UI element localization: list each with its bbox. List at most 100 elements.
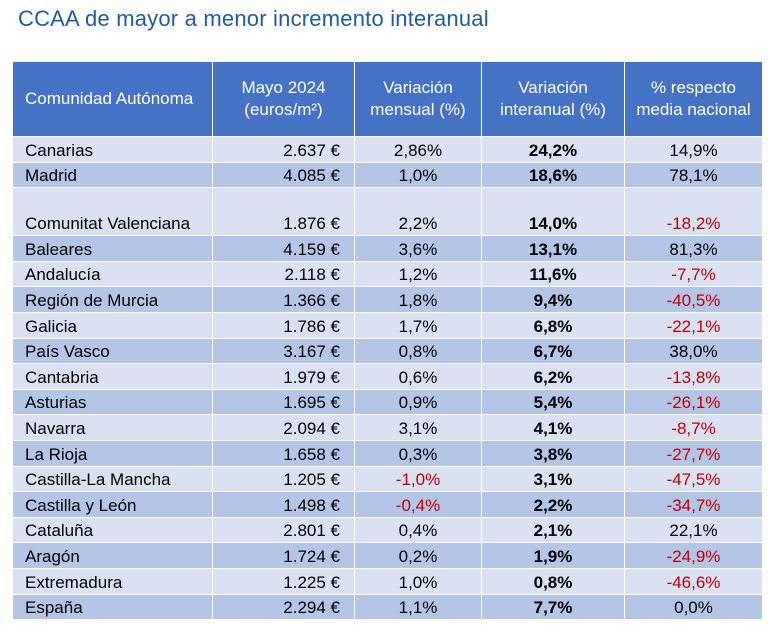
table-row: Madrid 4.085 €1,0% 18,6% 78,1% <box>12 161 763 189</box>
row-price-cell: 2.094 € <box>212 414 355 441</box>
row-price-cell: 2.801 € <box>212 516 355 544</box>
row-yoy-cell: 3,8% <box>481 439 625 467</box>
row-yoy-cell: 6,8% <box>481 311 625 339</box>
row-yoy-cell: 2,2% <box>481 491 625 518</box>
row-monthly-cell: 0,2% <box>354 542 482 569</box>
table-row: España 2.294 €1,1% 7,7% 0,0% <box>12 593 763 621</box>
table-row: Navarra 2.094 €3,1% 4,1% -8,7% <box>12 414 763 441</box>
row-price-cell: 4.159 € <box>212 235 355 262</box>
row-yoy-cell: 6,2% <box>481 363 625 390</box>
row-yoy-cell: 6,7% <box>481 337 625 365</box>
row-vs-national-cell: -13,8% <box>624 363 763 390</box>
row-monthly-cell: 2,86% <box>354 136 482 163</box>
header-price: Mayo 2024 (euros/m²) <box>212 61 355 137</box>
row-vs-national-cell: -26,1% <box>624 388 763 416</box>
row-yoy-cell: 3,1% <box>481 465 625 493</box>
table-row: Castilla y León 1.498 € -0,4% 2,2% -34,7% <box>12 491 763 518</box>
row-price-cell: 3.167 € <box>212 337 355 365</box>
row-vs-national-cell: 38,0% <box>624 337 763 365</box>
row-price-cell: 1.205 € <box>212 465 355 493</box>
row-monthly-cell: 1,0% <box>354 567 482 595</box>
row-yoy-cell: 14,0% <box>481 187 625 237</box>
row-name-cell: Cataluña <box>12 516 213 544</box>
row-monthly-cell: 2,2% <box>354 187 482 237</box>
row-yoy-cell: 24,2% <box>481 136 625 163</box>
row-name-cell: Navarra <box>12 414 213 441</box>
row-vs-national-cell: -22,1% <box>624 311 763 339</box>
row-monthly-cell: 1,8% <box>354 286 482 313</box>
row-monthly-cell: 0,3% <box>354 439 482 467</box>
header-monthly: Variación mensual (%) <box>354 61 482 137</box>
row-name-cell: Extremadura <box>12 567 213 595</box>
table-row: Región de Murcia 1.366 €1,8% 9,4% -40,5% <box>12 286 763 313</box>
row-yoy-cell: 7,7% <box>481 593 625 621</box>
row-vs-national-cell: -8,7% <box>624 414 763 441</box>
table-row: Comunitat Valenciana 1.876 €2,2% 14,0% -18,… <box>12 187 763 237</box>
row-vs-national-cell: -27,7% <box>624 439 763 467</box>
row-price-cell: 1.786 € <box>212 311 355 339</box>
row-vs-national-cell: 22,1% <box>624 516 763 544</box>
row-monthly-cell: 3,6% <box>354 235 482 262</box>
row-name-cell: País Vasco <box>12 337 213 365</box>
table-row: Andalucía 2.118 €1,2% 11,6% -7,7% <box>12 260 763 288</box>
row-yoy-cell: 2,1% <box>481 516 625 544</box>
table-row: Castilla-La Mancha 1.205 € -1,0% 3,1% -47,5% <box>12 465 763 493</box>
row-name-cell: Comunitat Valenciana <box>12 187 213 237</box>
row-price-cell: 1.498 € <box>212 491 355 518</box>
row-yoy-cell: 0,8% <box>481 567 625 595</box>
row-monthly-cell: 1,1% <box>354 593 482 621</box>
row-name-cell: Aragón <box>12 542 213 569</box>
row-monthly-cell: -0,4% <box>354 491 482 518</box>
row-vs-national-cell: -40,5% <box>624 286 763 313</box>
row-price-cell: 2.118 € <box>212 260 355 288</box>
table-row: País Vasco 3.167 €0,8% 6,7% 38,0% <box>12 337 763 365</box>
row-vs-national-cell: -46,6% <box>624 567 763 595</box>
row-price-cell: 1.225 € <box>212 567 355 595</box>
row-monthly-cell: 0,8% <box>354 337 482 365</box>
row-vs-national-cell: -47,5% <box>624 465 763 493</box>
header-yoy: Variación interanual (%) <box>481 61 625 137</box>
row-vs-national-cell: -7,7% <box>624 260 763 288</box>
row-vs-national-cell: -18,2% <box>624 187 763 237</box>
row-monthly-cell: 0,4% <box>354 516 482 544</box>
row-monthly-cell: 1,0% <box>354 161 482 189</box>
row-price-cell: 1.876 € <box>212 187 355 237</box>
table-row: Cantabria 1.979 €0,6% 6,2% -13,8% <box>12 363 763 390</box>
row-yoy-cell: 5,4% <box>481 388 625 416</box>
row-yoy-cell: 11,6% <box>481 260 625 288</box>
row-vs-national-cell: 0,0% <box>624 593 763 621</box>
row-yoy-cell: 18,6% <box>481 161 625 189</box>
table-header-row: Comunidad Autónoma Mayo 2024 (euros/m²) … <box>12 61 763 137</box>
row-name-cell: Asturias <box>12 388 213 416</box>
row-name-cell: Canarias <box>12 136 213 163</box>
header-comunidad: Comunidad Autónoma <box>12 61 213 137</box>
row-name-cell: Castilla y León <box>12 491 213 518</box>
ccaa-table: Comunidad Autónoma Mayo 2024 (euros/m²) … <box>12 61 763 621</box>
row-price-cell: 1.979 € <box>212 363 355 390</box>
row-vs-national-cell: 78,1% <box>624 161 763 189</box>
row-name-cell: La Rioja <box>12 439 213 467</box>
table-row: Aragón 1.724 €0,2% 1,9% -24,9% <box>12 542 763 569</box>
row-name-cell: Galicia <box>12 311 213 339</box>
row-name-cell: España <box>12 593 213 621</box>
header-vs-national: % respecto media nacional <box>624 61 763 137</box>
row-vs-national-cell: 81,3% <box>624 235 763 262</box>
table-row: Cataluña 2.801 €0,4% 2,1% 22,1% <box>12 516 763 544</box>
row-price-cell: 2.637 € <box>212 136 355 163</box>
row-monthly-cell: 0,6% <box>354 363 482 390</box>
table-row: Asturias 1.695 €0,9% 5,4% -26,1% <box>12 388 763 416</box>
row-monthly-cell: 1,2% <box>354 260 482 288</box>
table-row: Canarias 2.637 €2,86% 24,2% 14,9% <box>12 136 763 163</box>
row-name-cell: Baleares <box>12 235 213 262</box>
table-row: Galicia 1.786 €1,7% 6,8% -22,1% <box>12 311 763 339</box>
row-yoy-cell: 13,1% <box>481 235 625 262</box>
row-monthly-cell: 3,1% <box>354 414 482 441</box>
row-vs-national-cell: 14,9% <box>624 136 763 163</box>
row-vs-national-cell: -34,7% <box>624 491 763 518</box>
row-monthly-cell: -1,0% <box>354 465 482 493</box>
row-vs-national-cell: -24,9% <box>624 542 763 569</box>
row-name-cell: Andalucía <box>12 260 213 288</box>
row-price-cell: 1.695 € <box>212 388 355 416</box>
row-name-cell: Región de Murcia <box>12 286 213 313</box>
row-price-cell: 4.085 € <box>212 161 355 189</box>
